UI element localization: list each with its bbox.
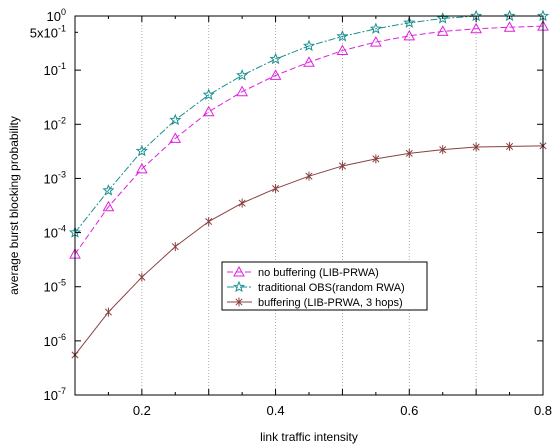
y-tick-label: 10-4 — [44, 224, 66, 241]
y-tick-label: 10-7 — [44, 386, 66, 403]
data-point — [171, 242, 179, 252]
data-point — [102, 200, 115, 212]
legend-box — [221, 261, 428, 311]
y-tick-label-exponent: -5 — [58, 278, 66, 288]
y-tick-label-exponent: -6 — [58, 332, 66, 342]
data-point — [269, 52, 282, 65]
y-tick-label: 100 — [47, 7, 66, 24]
data-point — [503, 21, 516, 32]
data-point — [439, 145, 447, 155]
data-point — [338, 161, 346, 171]
data-point — [136, 162, 148, 174]
data-point — [202, 88, 215, 100]
y-tick-label-base: 10 — [44, 388, 58, 403]
legend-label: buffering (LIB-PRWA, 3 hops) — [258, 297, 403, 309]
y-tick-label: 5x10-1 — [30, 23, 66, 40]
y-tick-label-exponent: -1 — [58, 61, 66, 71]
legend-marker — [233, 265, 245, 277]
data-point — [370, 36, 382, 47]
y-tick-label-base: 10 — [44, 171, 58, 186]
y-tick-label-exponent: 0 — [61, 7, 66, 17]
data-point — [506, 141, 514, 151]
y-tick-label-exponent: -7 — [58, 386, 66, 396]
data-point — [403, 16, 416, 28]
legend: no buffering (LIB-PRWA) traditional OBS(r… — [221, 261, 428, 311]
grid-lines — [141, 16, 477, 395]
data-point — [369, 22, 382, 34]
data-point — [169, 113, 182, 126]
legend-label: traditional OBS(random RWA) — [258, 282, 405, 294]
series-line-1 — [74, 25, 544, 255]
y-tick-label: 10-3 — [44, 169, 66, 186]
y-tick-label: 10-5 — [44, 278, 66, 295]
data-point — [305, 171, 313, 181]
data-point — [403, 29, 416, 41]
data-point — [138, 272, 146, 282]
y-tick-label-exponent: -4 — [58, 224, 66, 234]
y-tick-label-exponent: -2 — [58, 115, 66, 125]
x-tick-label: 0.4 — [267, 403, 285, 418]
x-tick-label: 0.6 — [400, 403, 418, 418]
x-tick-label: 0.8 — [534, 403, 552, 418]
y-tick-label-exponent: -1 — [58, 23, 66, 33]
y-tick-label-base: 10 — [44, 334, 58, 349]
data-point — [405, 148, 413, 158]
data-point — [472, 142, 480, 152]
data-point — [436, 25, 449, 36]
data-point — [336, 44, 349, 56]
y-tick-label-base: 10 — [44, 63, 58, 78]
x-axis-label: link traffic intensity — [260, 430, 358, 444]
y-tick-label-base: 5x10 — [30, 25, 58, 40]
data-point — [302, 39, 316, 52]
legend-marker — [232, 280, 246, 293]
data-point — [272, 184, 280, 194]
data-point — [102, 184, 115, 196]
data-point — [169, 132, 182, 143]
data-point — [470, 22, 482, 34]
y-tick-label-base: 10 — [47, 9, 61, 24]
data-point — [236, 69, 249, 81]
x-tick-labels: 0.2 0.4 0.6 0.8 — [133, 403, 552, 418]
y-tick-label: 10-1 — [44, 61, 66, 78]
x-tick-label: 0.2 — [133, 403, 151, 418]
data-point — [436, 12, 449, 24]
data-point — [336, 30, 349, 42]
series-line-2 — [74, 15, 543, 233]
data-point — [269, 69, 282, 80]
plot-area-frame — [74, 15, 544, 396]
y-tick-label-exponent: -3 — [58, 169, 66, 179]
y-tick-label-base: 10 — [44, 280, 58, 295]
y-tick-label-base: 10 — [44, 226, 58, 241]
data-point — [372, 154, 380, 164]
data-point — [135, 144, 148, 157]
y-tick-label: 10-2 — [44, 115, 66, 132]
legend-marker — [235, 297, 243, 307]
data-point — [303, 56, 315, 67]
axis-ticks — [74, 15, 544, 396]
y-tick-label-base: 10 — [44, 117, 58, 132]
legend-label: no buffering (LIB-PRWA) — [258, 267, 379, 279]
data-point — [236, 85, 248, 97]
y-tick-label: 10-6 — [44, 332, 66, 349]
data-point — [205, 217, 213, 227]
data-point — [202, 105, 215, 117]
y-axis-label: average burst blocking probability — [7, 116, 21, 295]
data-point — [104, 307, 112, 317]
data-point — [238, 198, 246, 208]
